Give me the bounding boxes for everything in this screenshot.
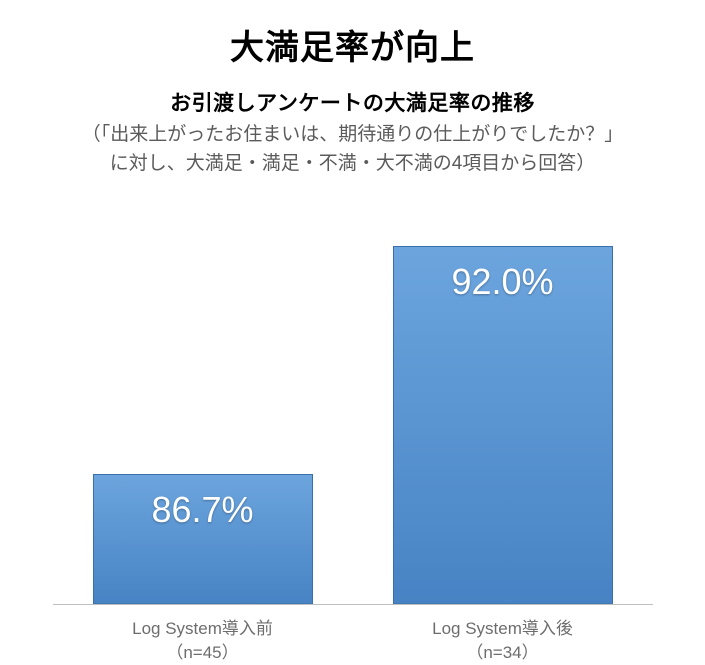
x-label-category: Log System導入前 [132, 619, 273, 638]
bar-value-label: 92.0% [451, 261, 553, 604]
chart-infographic: 大満足率が向上 お引渡しアンケートの大満足率の推移 （「出来上がったお住まいは、… [0, 0, 705, 665]
caption-line-1: （「出来上がったお住まいは、期待通りの仕上がりでしたか？」 [82, 124, 624, 145]
page-title: 大満足率が向上 [230, 20, 475, 69]
x-axis-labels: Log System導入前 （n=45） Log System導入後 （n=34… [53, 617, 653, 665]
chart-subtitle: お引渡しアンケートの大満足率の推移 [170, 87, 535, 117]
bar-chart: 86.7% 92.0% Log System導入前 （n=45） Log Sys… [53, 198, 653, 665]
bar-value-label: 86.7% [151, 489, 253, 604]
x-label-category: Log System導入後 [432, 619, 573, 638]
x-label-before: Log System導入前 （n=45） [73, 617, 333, 665]
caption-line-2: に対し、大満足・満足・不満・大不満の4項目から回答） [110, 153, 596, 174]
bar-before: 86.7% [93, 474, 313, 604]
x-label-n: （n=34） [466, 643, 538, 662]
bar-group-before: 86.7% [73, 474, 333, 604]
chart-caption: （「出来上がったお住まいは、期待通りの仕上がりでしたか？」 に対し、大満足・満足… [82, 121, 624, 178]
x-label-n: （n=45） [166, 643, 238, 662]
bar-chart-plot: 86.7% 92.0% [53, 245, 653, 605]
bar-group-after: 92.0% [373, 246, 633, 604]
x-label-after: Log System導入後 （n=34） [373, 617, 633, 665]
bar-after: 92.0% [393, 246, 613, 604]
